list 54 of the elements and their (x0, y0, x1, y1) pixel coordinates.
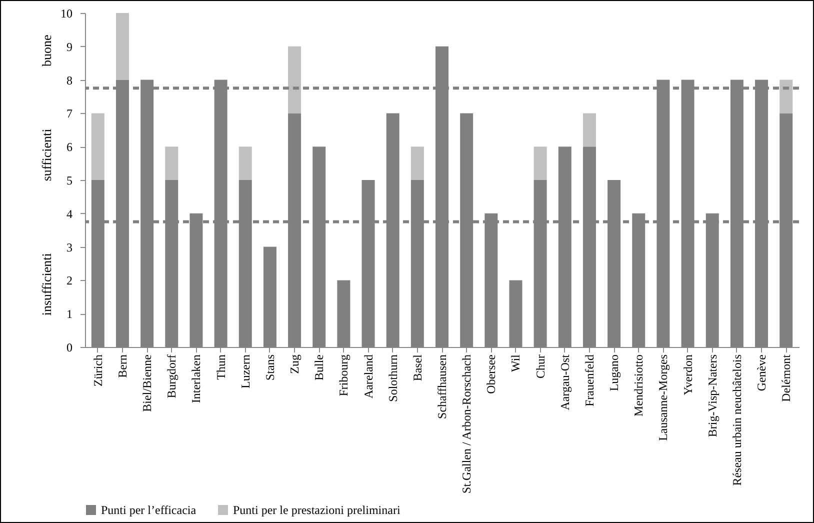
legend-label: Punti per le prestazioni preliminari (233, 503, 401, 517)
x-tick-label: Aareland (361, 354, 376, 398)
text: buone (39, 34, 54, 66)
bar (582, 113, 596, 147)
x-tick-label: Réseau urbain neuchâtelois (730, 354, 744, 486)
text: insufficienti (39, 252, 54, 316)
x-tick-label: Fribourg (336, 354, 351, 396)
bar (238, 146, 252, 180)
bar (410, 146, 424, 180)
y-tick-label: 8 (66, 73, 72, 88)
x-tick-label: Delémont (779, 354, 794, 402)
x-tick-label: Basel (410, 354, 424, 382)
y-tick-label: 7 (66, 106, 72, 121)
legend-label: Punti per l’efficacia (101, 503, 197, 517)
x-tick-label: Zug (288, 354, 302, 374)
x-tick-label: Brig-Visp-Naters (705, 354, 720, 438)
bar (165, 146, 178, 180)
y-tick-label: 10 (60, 6, 72, 20)
x-tick-label: Chur (533, 354, 548, 378)
x-tick-label: Lugano (607, 354, 622, 392)
y-tick-label: 4 (66, 206, 72, 221)
y-tick-label: 3 (66, 240, 72, 254)
x-tick-label: Genève (754, 354, 769, 392)
bar (534, 146, 547, 180)
y-tick-label: 0 (66, 340, 72, 354)
x-tick-label: Zürich (90, 354, 105, 386)
x-tick-label: Interlaken (189, 354, 204, 404)
x-tick-label: St.Gallen / Arbon-Rorschach (460, 354, 474, 494)
x-tick-label: Thun (214, 354, 228, 380)
x-tick-label: Solothurn (386, 354, 400, 402)
x-tick-label: Schaffhausen (435, 354, 449, 419)
y-tick-label: 9 (66, 40, 72, 54)
bar (780, 80, 793, 114)
bar (91, 113, 104, 180)
x-tick-label: Obersee (484, 354, 498, 394)
x-tick-label: Biel/Bienne (140, 354, 154, 412)
x-tick-label: Wil (508, 354, 523, 372)
bar (288, 46, 302, 114)
text: sufficienti (39, 128, 54, 182)
x-tick-label: Luzern (238, 354, 252, 388)
x-tick-label: Stans (262, 354, 277, 381)
x-tick-label: Lausanne-Morges (656, 354, 670, 441)
y-tick-label: 5 (66, 174, 72, 188)
x-tick-label: Bulle (312, 354, 326, 380)
x-tick-label: Bern (115, 354, 130, 378)
x-tick-label: Aargau-Ost (558, 354, 572, 410)
y-tick-label: 1 (66, 307, 72, 322)
x-tick-label: Yverdon (680, 354, 695, 396)
y-tick-label: 6 (66, 140, 72, 154)
bar (116, 13, 129, 80)
y-tick-label: 2 (66, 274, 72, 288)
x-tick-label: Burgdorf (164, 354, 179, 398)
x-tick-label: Frauenfeld (582, 354, 596, 406)
x-tick-label: Mendrisiotto (632, 354, 646, 416)
